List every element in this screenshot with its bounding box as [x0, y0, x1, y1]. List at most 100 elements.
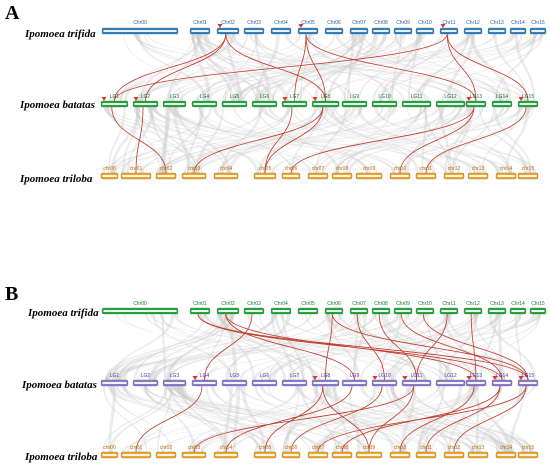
chromosome-label-chr05: chr05: [259, 445, 272, 451]
chromosome-label-lg13: LG13: [470, 94, 482, 100]
chromosome-label-chr12: Chr12: [466, 301, 480, 307]
collinear-block: [141, 107, 327, 173]
chromosome-label-chr00: Chr00: [133, 301, 147, 307]
chromosome-core: [183, 454, 205, 456]
collinear-block: [198, 314, 449, 380]
chromosome-core: [326, 310, 342, 312]
chromosome-core: [417, 30, 433, 32]
collinear-block: [224, 34, 259, 101]
chromosome-core: [193, 103, 216, 105]
collinear-block: [274, 314, 314, 380]
collinear-block: [194, 107, 463, 173]
collinear-block: [271, 314, 294, 380]
collinear-block: [407, 314, 506, 380]
chromosome-label-lg15: LG15: [522, 373, 534, 379]
collinear-block: [173, 34, 421, 101]
collinear-block: [137, 386, 333, 452]
collinear-block: [505, 107, 530, 173]
collinear-block: [125, 107, 352, 173]
collinear-block: [120, 34, 234, 101]
chromosome-core: [283, 103, 306, 105]
syntenic-gene-pair-line: [225, 313, 477, 381]
chromosome-label-lg12: LG12: [444, 94, 456, 100]
collinear-block: [360, 386, 525, 452]
collinear-block: [107, 107, 126, 173]
collinear-block: [203, 34, 271, 101]
collinear-block: [475, 386, 480, 452]
syntenic-gene-pair-line: [225, 33, 326, 102]
collinear-block: [105, 314, 312, 380]
chromosome-core: [469, 454, 487, 456]
collinear-block: [162, 107, 169, 173]
chromosome-label-lg10: LG10: [378, 94, 390, 100]
collinear-block: [447, 314, 522, 380]
chromosome-label-chr13: chr13: [472, 445, 485, 451]
chromosome-core: [164, 382, 185, 384]
collinear-block: [323, 34, 515, 101]
chromosome-label-chr12: chr12: [448, 166, 461, 172]
collinear-block: [379, 314, 402, 380]
chromosome-core: [403, 382, 430, 384]
chromosome-label-lg9: LG9: [350, 373, 360, 379]
collinear-block: [443, 314, 479, 380]
collinear-block: [107, 314, 500, 380]
collinear-block: [137, 107, 476, 173]
collinear-block: [248, 34, 461, 101]
collinear-block: [355, 314, 449, 380]
collinear-block: [171, 107, 476, 173]
collinear-block: [298, 34, 387, 101]
collinear-block: [202, 314, 541, 380]
chromosome-core: [299, 30, 317, 32]
collinear-block: [239, 314, 449, 380]
chromosome-label-chr06: chr06: [285, 166, 298, 172]
collinear-block: [194, 314, 375, 380]
chromosome-label-chr07: chr07: [312, 166, 325, 172]
chromosome-core: [519, 175, 537, 177]
collinear-block: [390, 314, 477, 380]
collinear-block: [152, 314, 365, 380]
collinear-block: [197, 107, 471, 173]
collinear-block: [123, 314, 322, 380]
collinear-block: [144, 386, 472, 452]
syntenic-gene-pair-line: [114, 33, 227, 102]
chromosome-core: [441, 30, 457, 32]
chromosome-label-chr04: Chr04: [274, 20, 288, 26]
collinear-block: [239, 386, 482, 452]
chromosome-core: [357, 454, 381, 456]
collinear-block: [344, 34, 363, 101]
collinear-block: [167, 34, 200, 101]
collinear-block: [118, 314, 220, 380]
collinear-block: [238, 34, 377, 101]
chromosome-core: [493, 103, 511, 105]
chromosome-label-chr08: Chr08: [374, 301, 388, 307]
collinear-block: [158, 107, 529, 173]
collinear-block: [226, 34, 242, 101]
chromosome-label-chr00: chr00: [103, 445, 116, 451]
collinear-block: [210, 386, 343, 452]
chromosome-label-lg15: LG15: [522, 94, 534, 100]
chromosome-label-chr11: Chr11: [442, 301, 455, 307]
collinear-block: [381, 314, 453, 380]
chromosome-label-chr11: chr11: [420, 445, 432, 451]
collinear-block: [204, 314, 227, 380]
collinear-block: [268, 314, 342, 380]
syntenic-gene-pair-line: [193, 385, 414, 453]
collinear-block: [347, 34, 354, 101]
collinear-block: [196, 34, 286, 101]
collinear-block: [150, 314, 495, 380]
collinear-block: [313, 34, 379, 101]
collinear-block: [488, 314, 537, 380]
collinear-block: [198, 107, 378, 173]
chromosome-tracks: Chr00 Chr01 Chr02 Chr03 Chr04 Chr05 Chr06 Chr07…: [100, 20, 547, 459]
collinear-block: [156, 107, 458, 173]
chromosome-label-chr14: chr14: [500, 445, 513, 451]
collinear-block: [112, 34, 356, 101]
collinear-block: [101, 107, 428, 173]
collinear-block: [102, 386, 168, 452]
collinear-block: [295, 34, 407, 101]
collinear-block: [416, 34, 470, 101]
collinear-block: [167, 386, 406, 452]
syntenic-gene-pair-line: [368, 385, 414, 453]
chromosome-label-chr01: Chr01: [193, 301, 207, 307]
collinear-block: [324, 386, 432, 452]
